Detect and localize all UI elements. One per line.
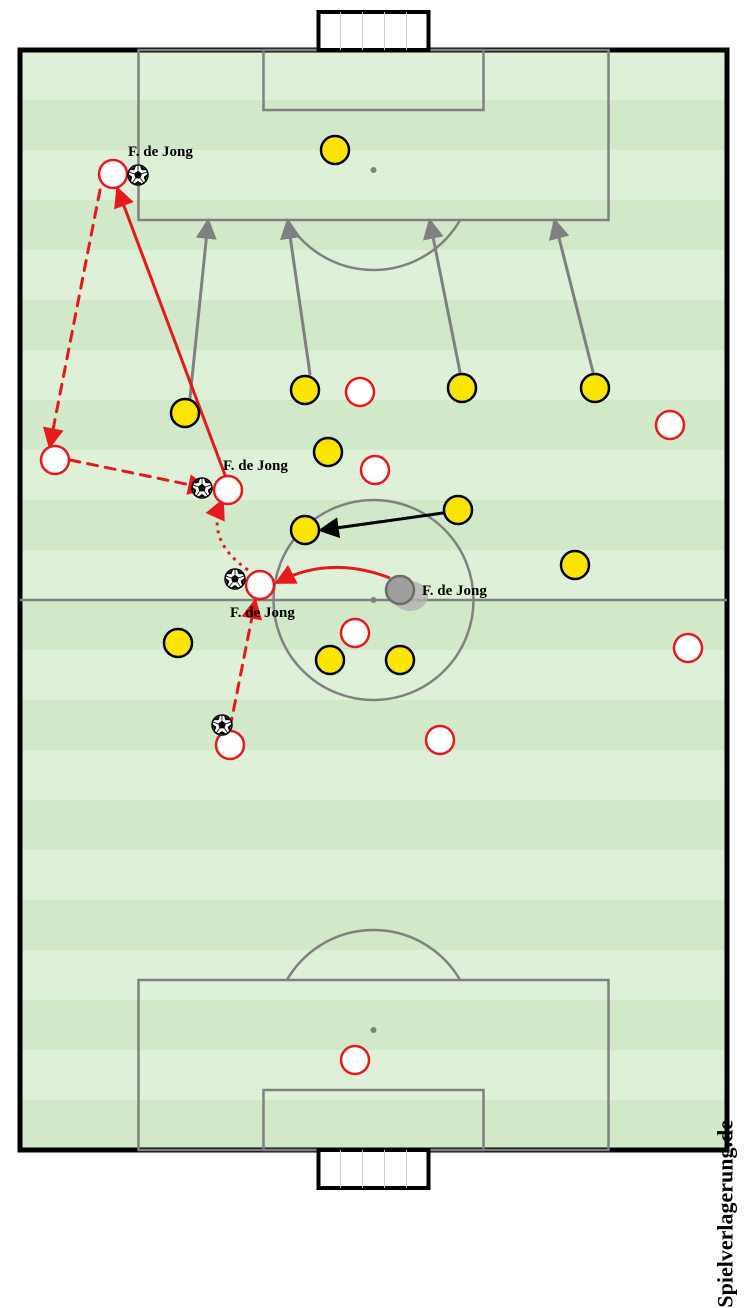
grass-stripe [20, 650, 727, 701]
player-yellow [316, 646, 344, 674]
grass-stripe [20, 750, 727, 801]
penalty-spot [371, 167, 377, 173]
player-white [41, 446, 69, 474]
ball-icon [212, 715, 232, 735]
grass-stripe [20, 800, 727, 851]
grass-stripe [20, 250, 727, 301]
player-white [99, 160, 127, 188]
grass-stripe [20, 1000, 727, 1051]
player-yellow [321, 136, 349, 164]
player-white [361, 456, 389, 484]
grass-stripe [20, 400, 727, 451]
player-label: F. de Jong [128, 144, 193, 160]
player-white [214, 476, 242, 504]
player-yellow [581, 374, 609, 402]
grass-stripe [20, 600, 727, 651]
player-white [341, 619, 369, 647]
tactics-diagram: F. de Jong F. de Jong F. de Jong F. de Jong [0, 0, 747, 1200]
ball-icon [225, 569, 245, 589]
player-yellow [444, 496, 472, 524]
grass-stripe [20, 850, 727, 901]
grass-stripe [20, 1050, 727, 1101]
grass-stripe [20, 950, 727, 1001]
goal [319, 12, 429, 50]
player-yellow [448, 374, 476, 402]
ball-icon [128, 165, 148, 185]
penalty-spot [371, 1027, 377, 1033]
grass-stripe [20, 900, 727, 951]
player-yellow [291, 516, 319, 544]
watermark: Spielverlagerung.de [713, 1120, 739, 1308]
player-yellow [561, 551, 589, 579]
player-yellow [291, 376, 319, 404]
grass-stripe [20, 50, 727, 101]
player-yellow [386, 646, 414, 674]
player-yellow [314, 438, 342, 466]
ball-icon [192, 478, 212, 498]
player-label: F. de Jong [223, 458, 288, 474]
player-yellow [171, 399, 199, 427]
player-grey [386, 576, 414, 604]
grass-stripe [20, 300, 727, 351]
grass-stripe [20, 1100, 727, 1151]
grass-stripe [20, 500, 727, 551]
player-yellow [164, 629, 192, 657]
player-white [656, 411, 684, 439]
player-white [426, 726, 454, 754]
grass-stripe [20, 100, 727, 151]
goal [319, 1150, 429, 1188]
player-white [346, 378, 374, 406]
grass-stripe [20, 700, 727, 751]
grass-stripe [20, 550, 727, 601]
player-label: F. de Jong [422, 583, 487, 599]
player-white [341, 1046, 369, 1074]
center-spot [371, 597, 377, 603]
player-label: F. de Jong [230, 605, 295, 621]
player-white [674, 634, 702, 662]
player-white [246, 571, 274, 599]
